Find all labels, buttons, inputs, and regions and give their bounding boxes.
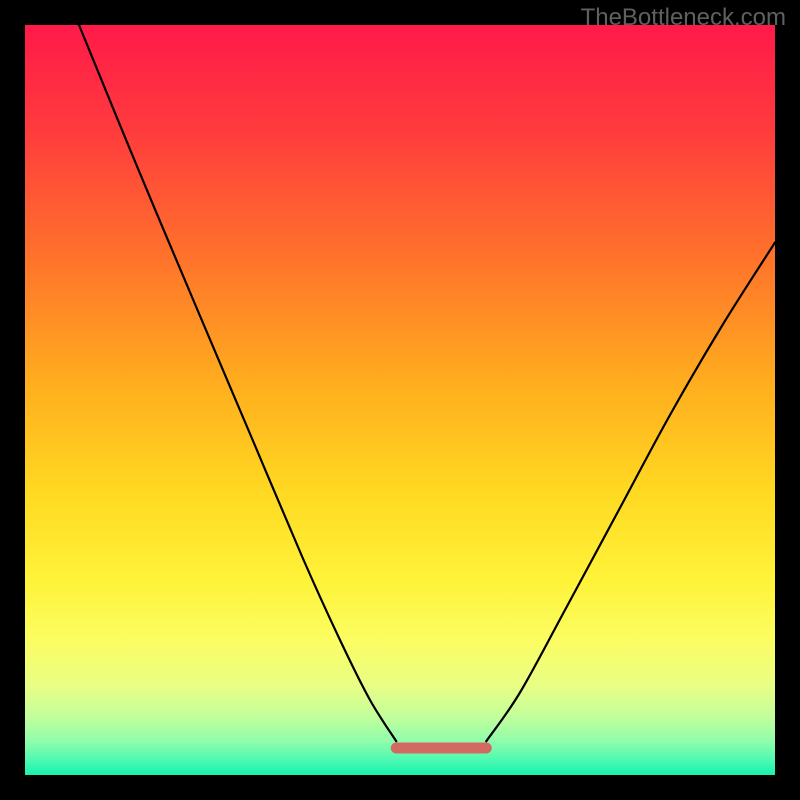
chart-frame: TheBottleneck.com	[0, 0, 800, 800]
watermark-text: TheBottleneck.com	[581, 4, 786, 32]
bottleneck-curve-chart	[25, 25, 775, 775]
plot-area	[25, 25, 775, 775]
gradient-background	[25, 25, 775, 775]
